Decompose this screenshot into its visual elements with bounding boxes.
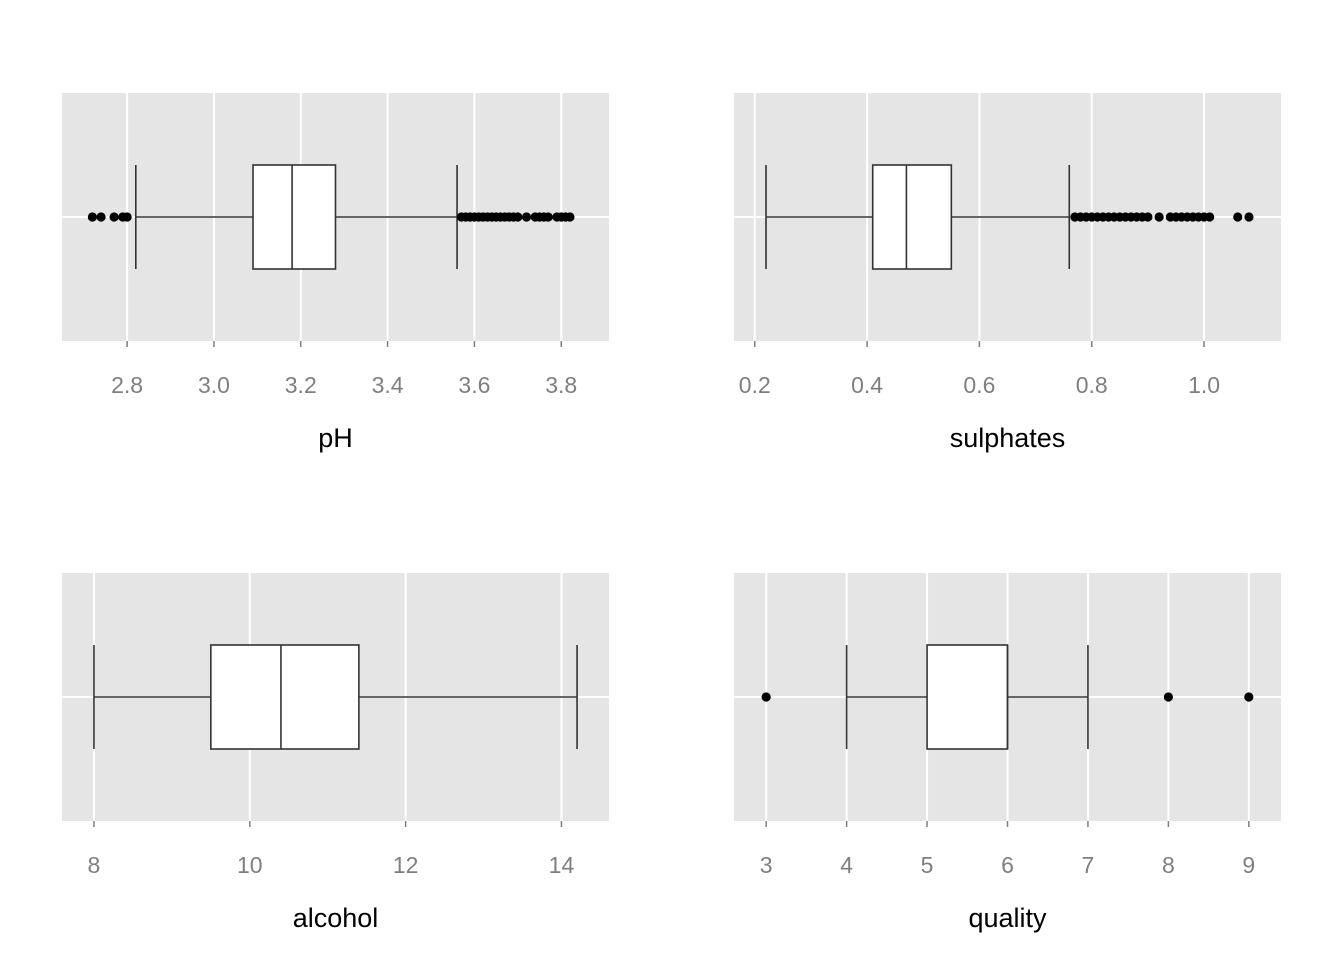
outlier-point [543, 212, 553, 222]
x-tick-label: 3.2 [285, 372, 317, 398]
outlier-point [761, 692, 771, 702]
x-tick-label: 2.8 [111, 372, 143, 398]
x-tick-label: 8 [1162, 852, 1175, 878]
x-axis-title: sulphates [950, 423, 1066, 453]
x-axis-title: quality [968, 903, 1047, 933]
outlier-point [1244, 692, 1254, 702]
x-tick-label: 0.2 [739, 372, 771, 398]
x-tick-label: 3.4 [372, 372, 404, 398]
outlier-point [87, 212, 97, 222]
interquartile-box [871, 164, 953, 270]
boxplot-panel-pH: 2.8 3.0 3.2 3.4 3.6 3.8 pH [62, 93, 609, 453]
x-tick-label: 3 [760, 852, 773, 878]
outlier-point [565, 212, 575, 222]
x-tick-label: 0.4 [851, 372, 883, 398]
boxplot-panel-alcohol: 8 10 12 14 alcohol [62, 573, 609, 933]
outlier-point [513, 212, 523, 222]
x-tick-label: 0.8 [1076, 372, 1108, 398]
x-tick-label: 1.0 [1188, 372, 1220, 398]
boxplot-panels: 2.8 3.0 3.2 3.4 3.6 3.8 pH 0.2 0.4 0.6 0.8 1.0 sulph… [62, 93, 1281, 933]
outlier-point [122, 212, 132, 222]
boxplot-panel-sulphates: 0.2 0.4 0.6 0.8 1.0 sulphates [734, 93, 1281, 453]
x-tick-label: 6 [1001, 852, 1014, 878]
x-tick-label: 9 [1242, 852, 1255, 878]
boxplot-panel-quality: 3 4 5 6 7 8 9 quality [734, 573, 1281, 933]
x-tick-label: 3.8 [545, 372, 577, 398]
x-tick-label: 10 [237, 852, 263, 878]
interquartile-box [252, 164, 337, 270]
outlier-point [1244, 212, 1254, 222]
outlier-point [1205, 212, 1215, 222]
x-tick-label: 7 [1082, 852, 1095, 878]
outlier-point [109, 212, 119, 222]
x-axis-title: alcohol [293, 903, 379, 933]
x-tick-label: 3.0 [198, 372, 230, 398]
x-tick-label: 0.6 [963, 372, 995, 398]
outlier-point [1143, 212, 1153, 222]
outlier-point [1163, 692, 1173, 702]
outlier-point [96, 212, 106, 222]
interquartile-box [926, 644, 1009, 750]
x-tick-label: 3.6 [458, 372, 490, 398]
x-tick-label: 4 [840, 852, 853, 878]
x-tick-label: 5 [921, 852, 934, 878]
interquartile-box [210, 644, 360, 750]
outlier-point [521, 212, 532, 222]
outlier-point [1154, 212, 1164, 222]
x-axis-title: pH [318, 423, 353, 453]
x-tick-label: 12 [393, 852, 419, 878]
x-tick-label: 8 [88, 852, 101, 878]
x-tick-label: 14 [549, 852, 575, 878]
outlier-point [1233, 212, 1243, 222]
